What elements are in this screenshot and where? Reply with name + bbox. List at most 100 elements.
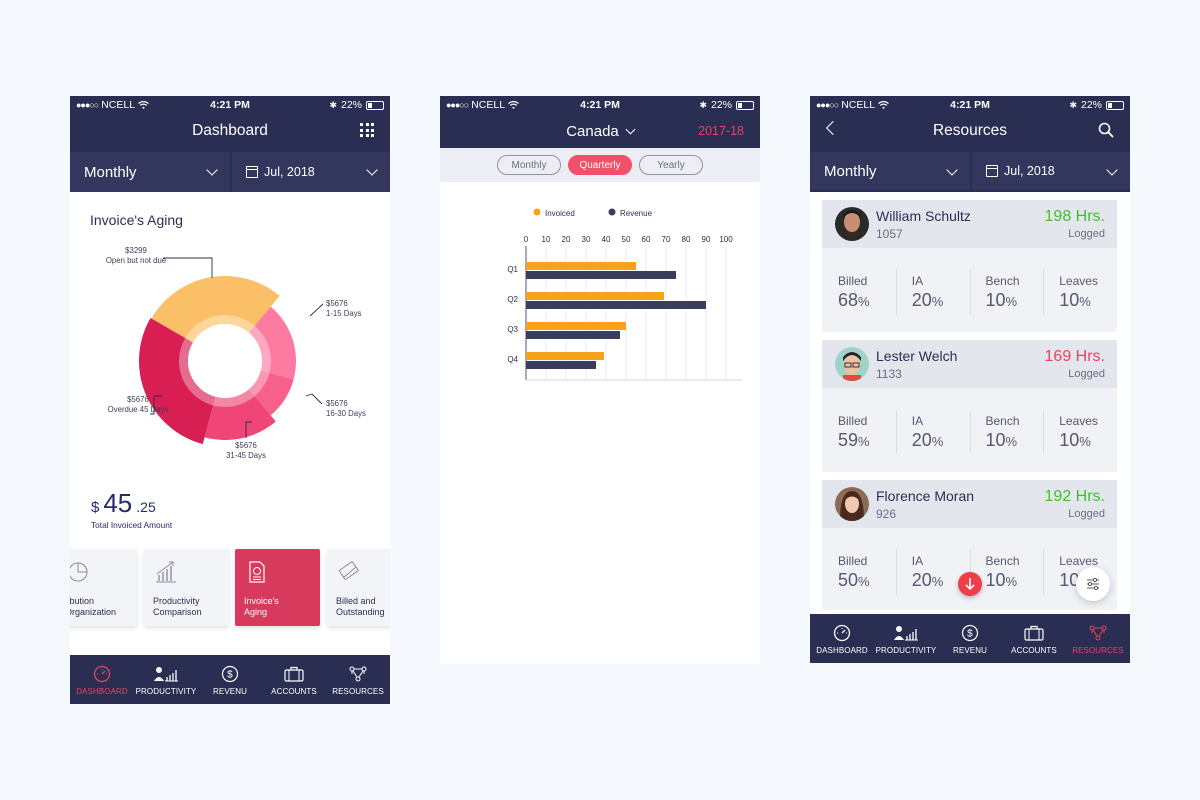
battery-icon — [736, 100, 754, 110]
filter-settings-button[interactable] — [1076, 567, 1110, 601]
bluetooth-icon: ✱ — [699, 99, 707, 110]
stat-value: 68 — [838, 290, 859, 310]
stat-label: Billed — [838, 414, 868, 428]
signal-icon: ●●●○○ — [76, 100, 99, 110]
nav-productivity[interactable]: PRODUCTIVITY — [874, 614, 938, 663]
fiscal-year[interactable]: 2017-18 — [698, 124, 744, 138]
resource-card[interactable]: Florence Moran 926 192 Hrs. Logged Bille… — [822, 480, 1117, 610]
scroll-down-button[interactable] — [958, 572, 982, 596]
nav-resources[interactable]: RESOURCES — [1066, 614, 1130, 663]
x-tick-label: 10 — [542, 235, 551, 244]
growth-chart-icon — [156, 561, 176, 583]
leader-line — [150, 395, 162, 415]
period-dropdown[interactable]: Monthly — [70, 152, 230, 192]
chevron-down-icon — [946, 164, 958, 176]
nav-label: RESOURCES — [1072, 646, 1124, 655]
date-dropdown[interactable]: Jul, 2018 — [232, 152, 390, 192]
stat-label: Leaves — [1059, 274, 1098, 288]
donut-slice — [204, 389, 276, 440]
slice-name-label: Open but not due — [106, 256, 166, 265]
nav-dashboard[interactable]: DASHBOARD — [70, 655, 134, 704]
status-time: 4:21 PM — [950, 99, 990, 111]
card-label-1: Invoice's — [244, 596, 279, 606]
percent-sign: % — [931, 574, 944, 589]
bar-invoiced — [526, 262, 636, 270]
leader-line — [305, 393, 323, 405]
nav-revenu[interactable]: $ REVENU — [938, 614, 1002, 663]
carrier-name: NCELL — [471, 99, 506, 111]
percent-sign: % — [858, 574, 870, 589]
leader-line — [309, 303, 324, 317]
bar-revenue — [526, 331, 620, 339]
resource-card[interactable]: William Schultz 1057 198 Hrs. Logged Bil… — [822, 200, 1117, 332]
percent-sign: % — [858, 434, 870, 449]
x-tick-label: 100 — [719, 235, 733, 244]
date-dropdown[interactable]: Jul, 2018 — [972, 152, 1130, 190]
resource-name: Florence Moran — [876, 488, 975, 504]
nav-dashboard[interactable]: DASHBOARD — [810, 614, 874, 663]
donut-slice — [151, 276, 280, 343]
stat-billed: Billed 68% — [822, 256, 896, 330]
donut-slice — [248, 370, 294, 416]
donut-slice — [138, 318, 216, 445]
stat-ia: IA 20% — [895, 396, 970, 470]
invoice-icon — [249, 561, 265, 583]
card-billed[interactable]: Billed and Outstanding — [327, 549, 390, 626]
nav-revenu[interactable]: $ REVENU — [198, 655, 262, 704]
bar-revenue — [526, 301, 706, 309]
bar-invoiced — [526, 352, 604, 360]
logged-label: Logged — [1068, 228, 1105, 240]
card-productivity[interactable]: Productivity Comparison — [144, 549, 229, 626]
card-invoice-aging[interactable]: Invoice's Aging — [235, 549, 320, 626]
nav-label: REVENU — [953, 646, 987, 655]
slice-name-label: Overdue 45 Days — [108, 405, 169, 414]
status-bar: ●●●○○ NCELL 4:21 PM ✱ 22% — [70, 96, 390, 114]
dashboard-screen: ●●●○○ NCELL 4:21 PM ✱ 22% Dashboard Monthl… — [70, 96, 390, 704]
country-dropdown[interactable]: Canada — [440, 114, 760, 148]
nav-resources[interactable]: RESOURCES — [326, 655, 390, 704]
apps-grid-icon[interactable] — [360, 123, 374, 137]
nav-accounts[interactable]: ACCOUNTS — [262, 655, 326, 704]
amount-main: 45 — [103, 488, 133, 518]
nav-accounts[interactable]: ACCOUNTS — [1002, 614, 1066, 663]
nav-productivity[interactable]: PRODUCTIVITY — [134, 655, 198, 704]
x-tick-label: 40 — [602, 235, 611, 244]
filter-bar: Monthly Jul, 2018 — [810, 152, 1130, 190]
card-icon — [338, 561, 359, 580]
stat-label: Leaves — [1059, 554, 1098, 568]
resource-name: Lester Welch — [876, 348, 958, 364]
carrier-name: NCELL — [101, 99, 136, 111]
card-contribution[interactable]: ontributionOrganization — [70, 549, 137, 626]
logged-label: Logged — [1068, 368, 1105, 380]
stat-label: Billed — [838, 274, 868, 288]
wifi-icon — [138, 101, 149, 109]
header-bg — [440, 96, 760, 148]
y-tick-label: Q3 — [507, 325, 518, 334]
total-amount: $ 45 .25 — [91, 488, 156, 519]
nav-label: REVENU — [213, 687, 247, 696]
bar-revenue — [526, 271, 676, 279]
gauge-icon — [833, 624, 851, 642]
card-label-2: Aging — [244, 606, 268, 617]
segment-yearly[interactable]: Yearly — [639, 155, 703, 175]
amount-cents: .25 — [136, 499, 156, 515]
segment-quarterly[interactable]: Quarterly — [568, 155, 632, 175]
country-value: Canada — [566, 122, 619, 140]
resource-name: William Schultz — [876, 208, 971, 224]
resource-card[interactable]: Lester Welch 1133 169 Hrs. Logged Billed… — [822, 340, 1117, 472]
slice-value-label: $5676 — [127, 395, 149, 404]
period-value: Monthly — [84, 163, 137, 181]
chevron-down-icon — [366, 164, 378, 176]
card-label-2: Comparison — [153, 606, 202, 617]
amount-label: Total Invoiced Amount — [91, 520, 173, 530]
status-time: 4:21 PM — [580, 99, 620, 111]
hours-logged: 198 Hrs. — [1044, 208, 1105, 225]
status-bar: ●●●○○ NCELL 4:21 PM ✱ 22% — [810, 96, 1130, 114]
avatar — [835, 347, 869, 381]
search-icon[interactable] — [1098, 122, 1114, 138]
stat-label: Bench — [985, 414, 1020, 428]
hours-logged: 192 Hrs. — [1044, 488, 1105, 505]
period-dropdown[interactable]: Monthly — [810, 152, 970, 190]
signal-icon: ●●●○○ — [446, 100, 469, 110]
segment-monthly[interactable]: Monthly — [497, 155, 561, 175]
